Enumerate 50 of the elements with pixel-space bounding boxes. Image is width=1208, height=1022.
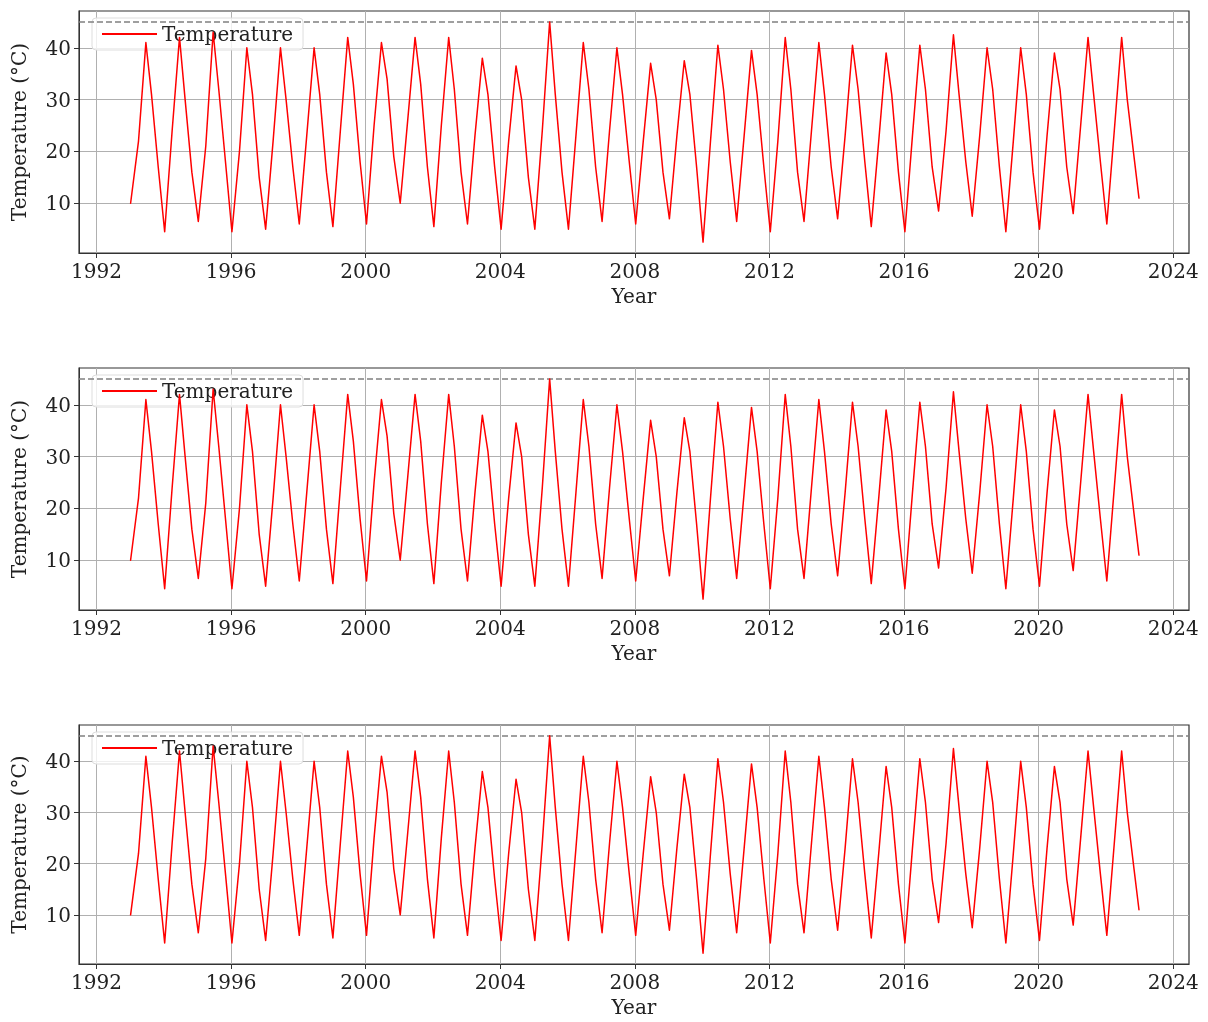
- x-tick-label: 2008: [609, 616, 661, 640]
- y-tick-label: 40: [45, 749, 71, 774]
- y-tick-label: 20: [45, 139, 71, 164]
- y-tick-label: 40: [45, 35, 71, 60]
- x-tick-label: 2000: [340, 616, 392, 640]
- x-axis-title: Year: [610, 284, 657, 308]
- y-tick-label: 10: [45, 191, 71, 216]
- x-tick-label: 2000: [340, 259, 392, 283]
- y-tick-label: 30: [45, 87, 71, 112]
- x-axis-title: Year: [610, 641, 657, 665]
- x-tick-label: 1996: [205, 616, 257, 640]
- x-tick-label: 2020: [1013, 616, 1065, 640]
- x-tick-label: 2004: [474, 259, 526, 283]
- y-tick-label: 20: [45, 496, 71, 521]
- y-tick-label: 20: [45, 851, 71, 876]
- x-tick-label: 2000: [340, 970, 392, 994]
- line-series: [129, 21, 1140, 243]
- x-tick-label: 2012: [744, 970, 795, 994]
- x-tick-label: 2024: [1147, 616, 1199, 640]
- y-axis-title: Temperature (°C): [7, 399, 31, 579]
- x-tick-label: 1992: [71, 259, 122, 283]
- x-tick-label: 2008: [609, 970, 661, 994]
- line-series: [129, 735, 1140, 954]
- x-tick-label: 1992: [71, 616, 122, 640]
- x-tick-label: 1996: [205, 970, 257, 994]
- y-tick-label: 30: [45, 444, 71, 469]
- y-axis-title: Temperature (°C): [7, 755, 31, 934]
- x-tick-label: 2008: [609, 259, 661, 283]
- x-tick-label: 2004: [474, 616, 526, 640]
- line-series: [129, 378, 1140, 600]
- legend-label: Temperature: [162, 379, 294, 403]
- legend-label: Temperature: [162, 22, 294, 46]
- x-tick-label: 2016: [878, 616, 930, 640]
- x-tick-label: 2016: [878, 970, 930, 994]
- y-tick-label: 30: [45, 800, 71, 825]
- x-tick-label: 2024: [1147, 970, 1199, 994]
- x-axis-title: Year: [610, 995, 657, 1019]
- x-tick-label: 2012: [744, 616, 795, 640]
- x-tick-label: 2012: [744, 259, 795, 283]
- x-tick-label: 2020: [1013, 259, 1065, 283]
- x-tick-label: 2020: [1013, 970, 1065, 994]
- y-axis-title: Temperature (°C): [7, 42, 31, 222]
- y-tick-label: 40: [45, 392, 71, 417]
- x-tick-label: 2004: [474, 970, 526, 994]
- y-tick-label: 10: [45, 902, 71, 927]
- x-tick-label: 1996: [205, 259, 257, 283]
- y-tick-label: 10: [45, 548, 71, 573]
- x-tick-label: 1992: [71, 970, 122, 994]
- x-tick-label: 2016: [878, 259, 930, 283]
- x-tick-label: 2024: [1147, 259, 1199, 283]
